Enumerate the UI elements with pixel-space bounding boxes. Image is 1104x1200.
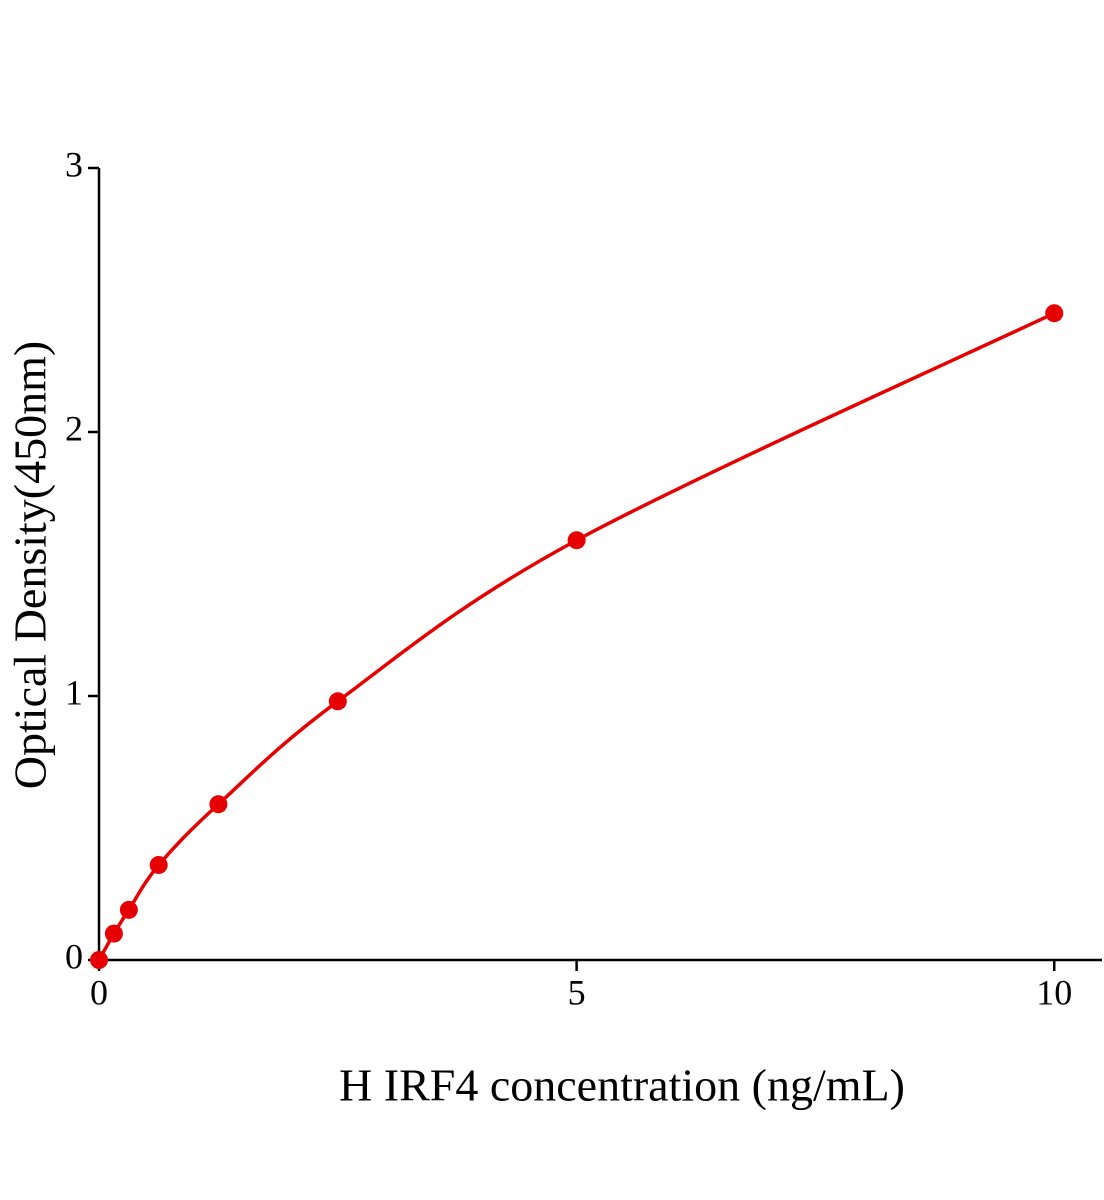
fit-curve: [97, 311, 1055, 961]
data-point: [104, 924, 123, 943]
data-point: [149, 855, 168, 874]
data-point: [119, 900, 138, 919]
y-tick-label: 3: [65, 144, 83, 184]
x-tick-label: 10: [1036, 972, 1072, 1012]
data-point: [328, 692, 347, 711]
y-tick-label: 1: [65, 672, 83, 712]
x-tick-label: 5: [568, 972, 586, 1012]
data-point: [209, 795, 228, 814]
data-point: [90, 951, 108, 969]
x-tick-label: 0: [90, 972, 108, 1012]
y-tick-label: 2: [65, 408, 83, 448]
data-point: [1045, 304, 1064, 323]
y-tick-label: 0: [65, 936, 83, 976]
data-point: [567, 531, 586, 550]
y-axis-label: Optical Density(450nm): [5, 341, 56, 789]
x-axis-label: H IRF4 concentration (ng/mL): [339, 1060, 905, 1111]
